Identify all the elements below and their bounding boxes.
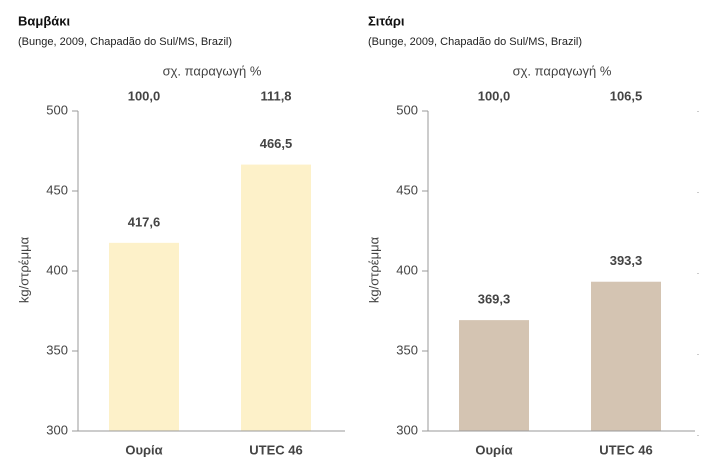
top-value: 111,8 (260, 88, 291, 103)
top-label: σχ. παραγωγή % (163, 63, 262, 78)
value-label: 417,6 (128, 214, 161, 229)
bar (459, 320, 529, 431)
y-tick-label: 500 (396, 102, 418, 117)
y-tick-label: 300 (396, 422, 418, 437)
y-tick-label: 300 (46, 422, 68, 437)
value-label: 369,3 (478, 292, 511, 307)
chart-title: Σιτάρι (368, 13, 405, 28)
top-value: 100,0 (128, 88, 161, 103)
y-tick-label: 350 (396, 342, 418, 357)
top-value: 100,0 (478, 88, 511, 103)
top-label: σχ. παραγωγή % (513, 63, 612, 78)
y-axis-label: kg/στρέμμα (366, 236, 381, 303)
bar (109, 242, 179, 431)
y-tick-label: 400 (46, 262, 68, 277)
value-label: 393,3 (610, 253, 643, 268)
bar (591, 281, 661, 431)
x-tick-label: UTEC 46 (599, 442, 652, 457)
top-value: 106,5 (610, 88, 643, 103)
bar (241, 164, 311, 431)
y-tick-label: 350 (46, 342, 68, 357)
x-tick-label: Ουρία (125, 442, 162, 457)
value-label: 466,5 (260, 136, 293, 151)
y-tick-label: 450 (396, 182, 418, 197)
y-axis-label: kg/στρέμμα (16, 236, 31, 303)
chart-title: Βαμβάκι (18, 13, 71, 28)
x-tick-label: UTEC 46 (249, 442, 302, 457)
y-tick-label: 400 (396, 262, 418, 277)
x-tick-label: Ουρία (475, 442, 512, 457)
y-tick-label: 500 (46, 102, 68, 117)
chart-subtitle: (Bunge, 2009, Chapadão do Sul/MS, Brazil… (18, 36, 232, 48)
chart-subtitle: (Bunge, 2009, Chapadão do Sul/MS, Brazil… (368, 36, 582, 48)
y-tick-label: 450 (46, 182, 68, 197)
